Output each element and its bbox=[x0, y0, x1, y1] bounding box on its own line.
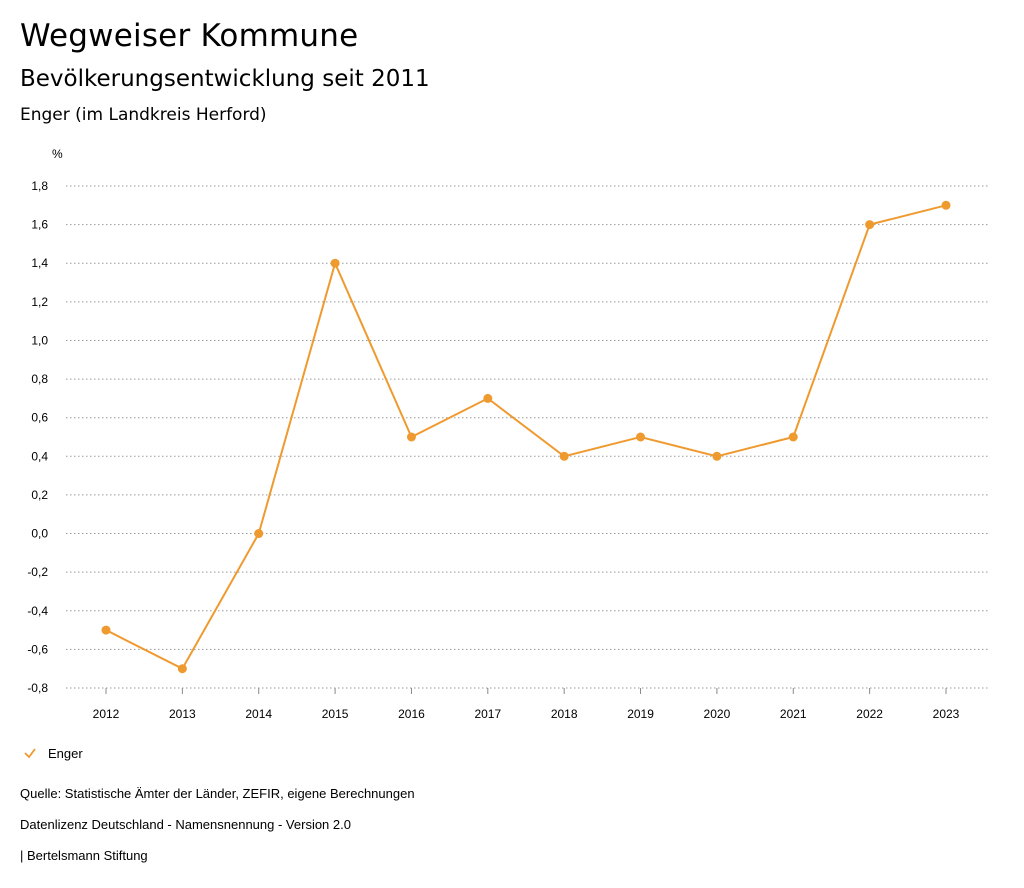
license-note: Datenlizenz Deutschland - Namensnennung … bbox=[20, 817, 351, 832]
y-tick-label: 1,2 bbox=[31, 295, 48, 309]
x-tick-label: 2016 bbox=[398, 707, 425, 721]
data-point-enger-2018[interactable] bbox=[559, 451, 569, 461]
y-tick-label: 1,4 bbox=[31, 256, 48, 270]
source-note: Quelle: Statistische Ämter der Länder, Z… bbox=[20, 786, 415, 801]
credit-note: | Bertelsmann Stiftung bbox=[20, 848, 148, 863]
x-tick-label: 2020 bbox=[704, 707, 731, 721]
x-tick-label: 2017 bbox=[474, 707, 501, 721]
data-point-enger-2022[interactable] bbox=[865, 220, 875, 230]
data-point-enger-2016[interactable] bbox=[406, 432, 416, 442]
data-point-enger-2023[interactable] bbox=[941, 200, 951, 210]
y-tick-label: 0,2 bbox=[31, 488, 48, 502]
region-label: Enger (im Landkreis Herford) bbox=[20, 105, 267, 125]
x-tick-label: 2021 bbox=[780, 707, 807, 721]
x-tick-label: 2015 bbox=[322, 707, 349, 721]
legend-label-enger: Enger bbox=[48, 745, 83, 761]
y-tick-label: -0,8 bbox=[27, 681, 48, 695]
x-tick-label: 2018 bbox=[551, 707, 578, 721]
y-tick-label: 1,8 bbox=[31, 179, 48, 193]
chart-subtitle: Bevölkerungsentwicklung seit 2011 bbox=[20, 66, 430, 92]
page-title: Wegweiser Kommune bbox=[20, 18, 359, 54]
check-icon bbox=[24, 748, 36, 759]
x-tick-label: 2012 bbox=[93, 707, 120, 721]
data-point-enger-2012[interactable] bbox=[101, 625, 111, 635]
y-tick-label: -0,4 bbox=[27, 604, 48, 618]
data-point-enger-2021[interactable] bbox=[788, 432, 798, 442]
y-tick-label: -0,2 bbox=[27, 565, 48, 579]
y-tick-label: 0,6 bbox=[31, 411, 48, 425]
data-point-enger-2014[interactable] bbox=[254, 529, 264, 539]
x-tick-label: 2014 bbox=[245, 707, 272, 721]
y-tick-label: 1,6 bbox=[31, 218, 48, 232]
chart-legend[interactable]: Enger bbox=[22, 745, 83, 761]
data-point-enger-2013[interactable] bbox=[177, 664, 187, 674]
y-tick-label: 1,0 bbox=[31, 333, 48, 347]
y-tick-label: 0,8 bbox=[31, 372, 48, 386]
data-point-enger-2015[interactable] bbox=[330, 258, 340, 268]
x-tick-label: 2023 bbox=[933, 707, 960, 721]
series-line-enger bbox=[105, 204, 947, 671]
x-tick-label: 2022 bbox=[856, 707, 883, 721]
x-tick-label: 2019 bbox=[627, 707, 654, 721]
data-point-enger-2017[interactable] bbox=[483, 393, 493, 403]
y-axis-unit-label: % bbox=[52, 147, 63, 161]
line-chart: % -0,8 -0,6 -0,4 -0,2 0,0 0,2 0,4 0,6 0,8 1,0 1,2 1,… bbox=[27, 147, 990, 721]
y-tick-label: 0,0 bbox=[31, 527, 48, 541]
y-tick-label: 0,4 bbox=[31, 449, 48, 463]
x-tick-label: 2013 bbox=[169, 707, 196, 721]
data-point-enger-2019[interactable] bbox=[636, 432, 646, 442]
y-tick-label: -0,6 bbox=[27, 642, 48, 656]
data-point-enger-2020[interactable] bbox=[712, 451, 722, 461]
